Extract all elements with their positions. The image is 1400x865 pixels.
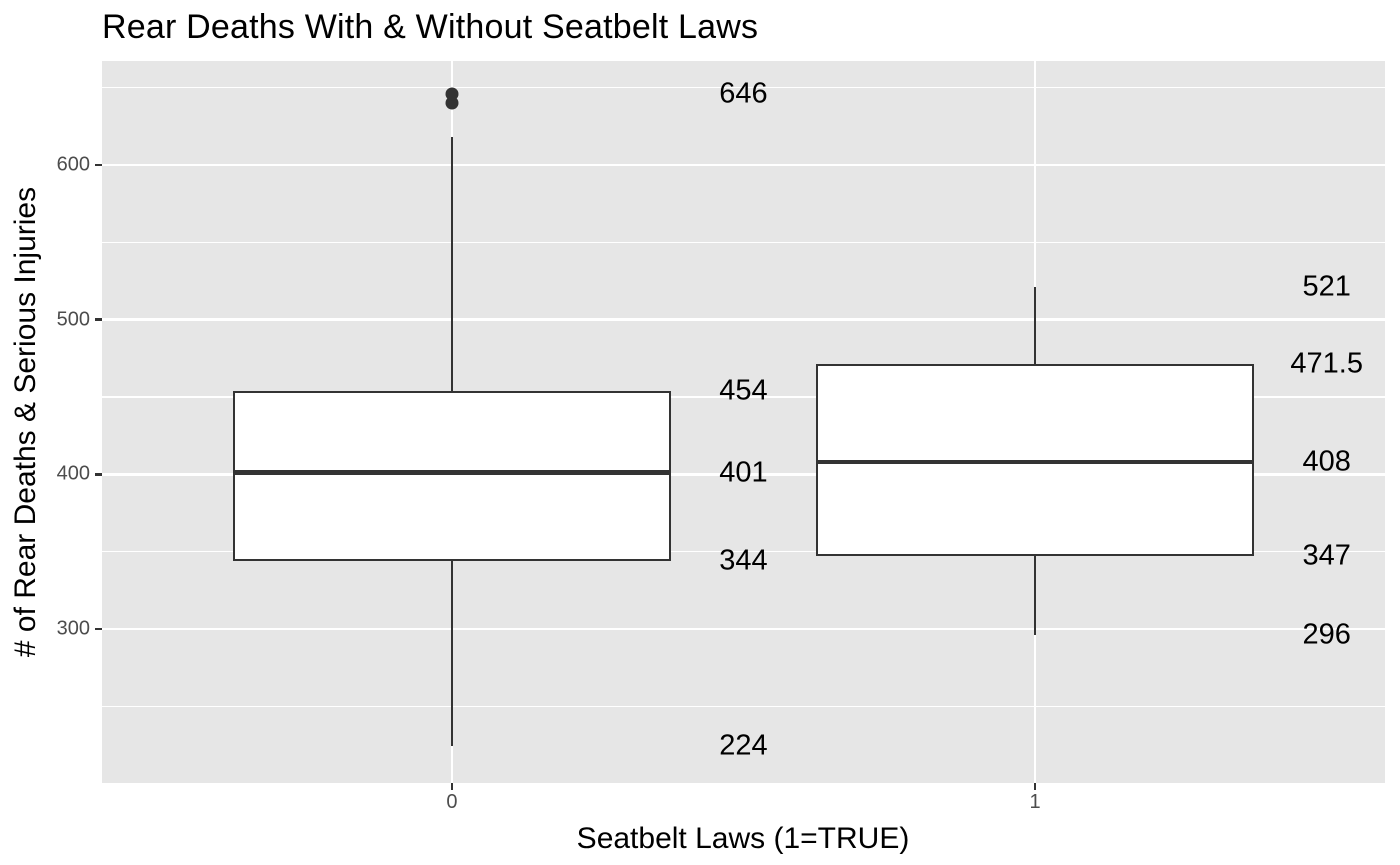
stat-label: 296 [1302, 618, 1351, 651]
major-gridline [102, 318, 1385, 321]
y-tick-mark [95, 473, 102, 476]
minor-gridline [102, 705, 1385, 707]
stat-label: 471.5 [1290, 347, 1363, 380]
stat-label: 344 [719, 544, 768, 577]
stat-label: 347 [1302, 539, 1351, 572]
box-iqr [233, 390, 671, 561]
y-tick-label: 500 [56, 308, 90, 331]
major-gridline [102, 163, 1385, 167]
y-tick-mark [95, 627, 102, 631]
stat-label: 224 [719, 729, 768, 762]
minor-gridline [102, 396, 1385, 398]
y-tick-label: 400 [56, 462, 90, 485]
lower-whisker [450, 560, 454, 747]
stat-label: 454 [719, 374, 768, 407]
median-line [233, 470, 671, 475]
major-gridline [102, 627, 1385, 631]
y-tick-mark [95, 163, 102, 167]
minor-gridline [102, 86, 1385, 89]
median-line [816, 459, 1254, 465]
chart-title: Rear Deaths With & Without Seatbelt Laws [102, 8, 759, 46]
lower-whisker [1033, 556, 1037, 636]
y-tick-mark [95, 318, 102, 321]
x-tick-mark [1033, 783, 1037, 790]
y-tick-label: 600 [56, 153, 90, 176]
minor-gridline [102, 550, 1385, 553]
plot-panel: 646 454 401 344 224 521 471.5 408 347 296 [102, 61, 1385, 783]
x-tick-label: 0 [446, 791, 458, 813]
y-axis-title: # of Rear Deaths & Serious Injuries [9, 186, 42, 658]
x-tick-mark [450, 783, 454, 790]
major-gridline [102, 473, 1385, 476]
stat-label: 408 [1302, 445, 1351, 478]
outlier-point [445, 87, 459, 101]
stat-label: 521 [1302, 270, 1351, 303]
minor-gridline [102, 241, 1385, 243]
stat-label: 401 [719, 456, 768, 489]
upper-whisker [1033, 287, 1037, 364]
upper-whisker [450, 137, 454, 391]
y-tick-label: 300 [56, 617, 90, 640]
stat-label: 646 [719, 77, 768, 110]
x-axis-title: Seatbelt Laws (1=TRUE) [576, 822, 910, 855]
x-tick-label: 1 [1029, 791, 1041, 813]
